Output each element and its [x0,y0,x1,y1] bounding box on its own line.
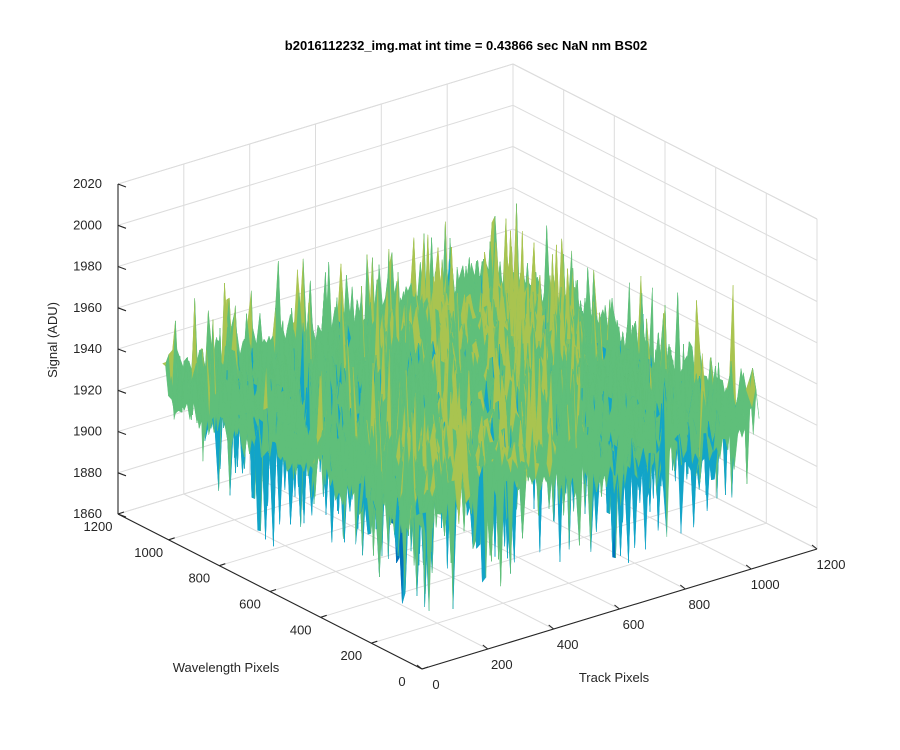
grid-line-y-floor [371,522,767,644]
chart-title: b2016112232_img.mat int time = 0.43866 s… [285,38,647,53]
surface-patch [269,439,277,547]
surface-mesh [162,203,760,611]
grid-line-y-floor [320,496,716,618]
box-edge [117,63,514,185]
box-edge [512,63,818,220]
grid-lines [117,63,818,670]
grid-line-y-floor [269,471,666,592]
